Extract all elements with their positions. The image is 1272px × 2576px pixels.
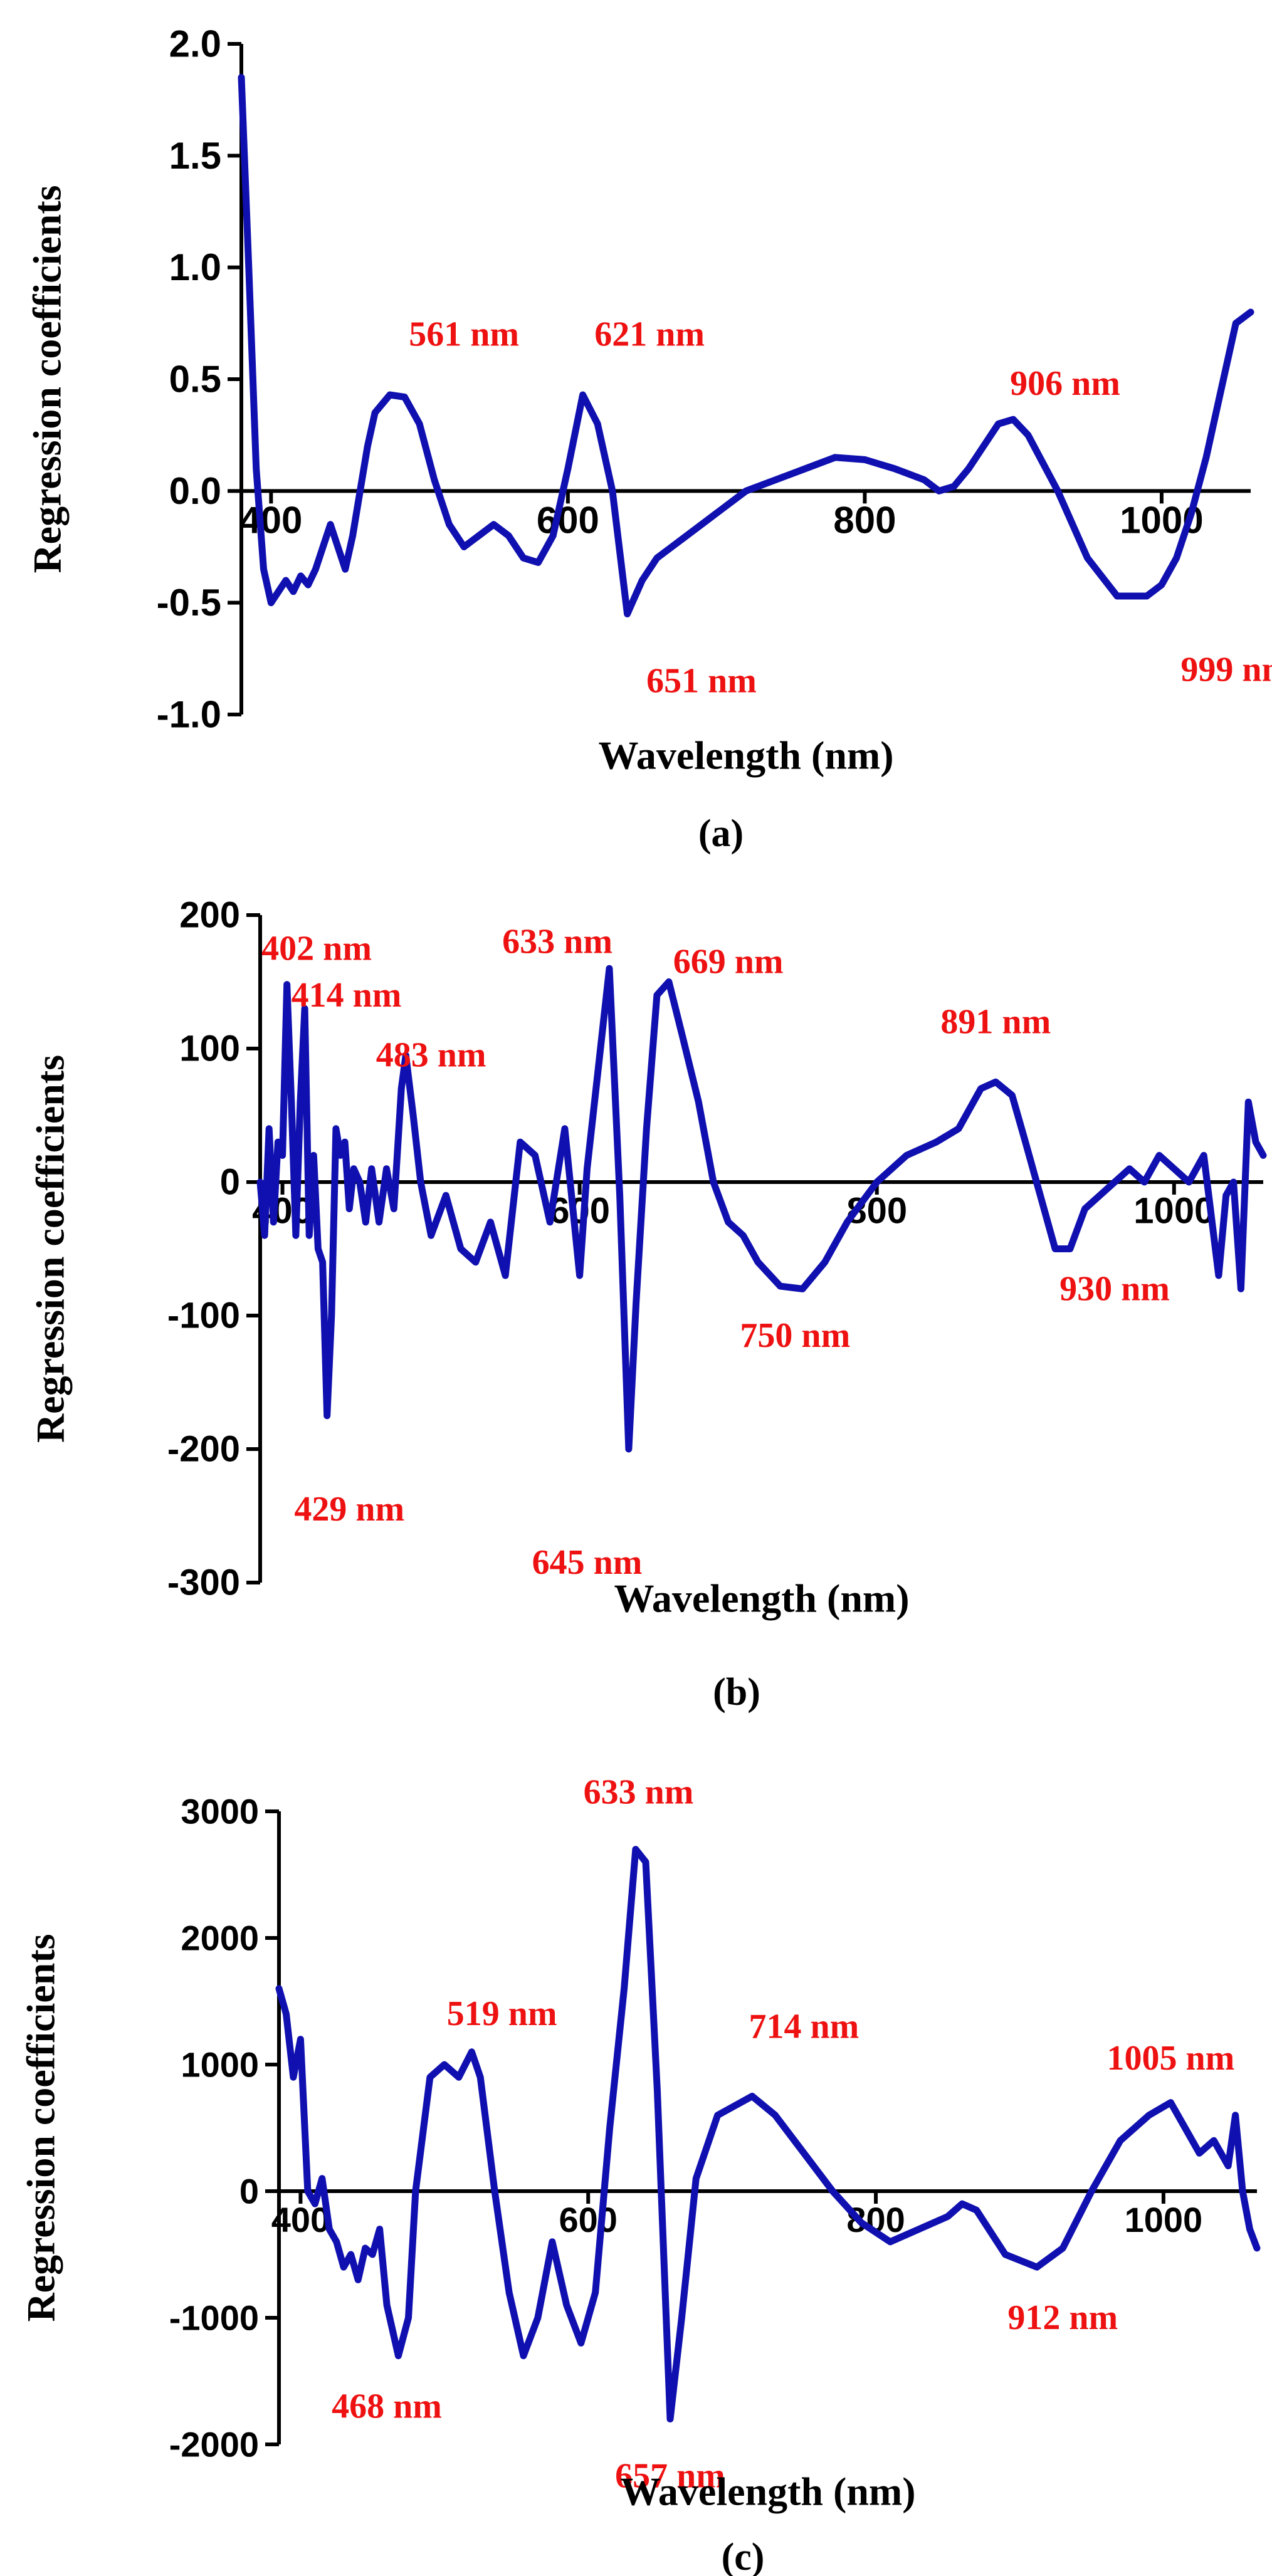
- panel-label: (a): [698, 812, 744, 855]
- peak-annotation: 561 nm: [409, 315, 519, 354]
- x-tick-label: 1000: [1125, 2200, 1203, 2239]
- y-tick-label: 0.5: [169, 359, 221, 401]
- series-line: [238, 74, 1254, 617]
- x-tick-label: 600: [549, 1191, 610, 1232]
- peak-annotation: 999 nm: [1180, 651, 1272, 689]
- y-tick-label: -100: [167, 1296, 240, 1336]
- y-tick-label: 100: [179, 1029, 240, 1069]
- y-tick-label: 0: [220, 1162, 240, 1203]
- peak-annotation: 669 nm: [673, 943, 784, 982]
- peak-annotation: 714 nm: [749, 2007, 859, 2046]
- y-tick-label: -0.5: [157, 582, 221, 624]
- peak-annotation: 657 nm: [615, 2457, 725, 2496]
- y-tick-label: 1000: [181, 2045, 259, 2085]
- x-tick-label: 600: [537, 500, 599, 542]
- y-tick-label: 200: [179, 895, 240, 936]
- peak-annotation: 519 nm: [447, 1994, 557, 2033]
- y-tick-label: 2.0: [169, 23, 221, 65]
- y-tick-label: -2000: [169, 2425, 259, 2464]
- y-tick-label: -1.0: [157, 694, 221, 736]
- peak-annotation: 429 nm: [294, 1490, 404, 1529]
- peak-annotation: 645 nm: [532, 1543, 643, 1582]
- y-axis-title: Regression coefficients: [19, 1934, 63, 2322]
- panel-label: (b): [713, 1671, 760, 1714]
- y-axis-title: Regression coefficients: [28, 1055, 73, 1443]
- peak-annotation: 468 nm: [332, 2387, 442, 2426]
- peak-annotation: 1005 nm: [1106, 2039, 1234, 2078]
- peak-annotation: 651 nm: [646, 662, 757, 701]
- x-tick-label: 1000: [1133, 1191, 1214, 1232]
- peak-annotation: 483 nm: [376, 1036, 486, 1075]
- x-axis-title: Wavelength (nm): [614, 1576, 909, 1621]
- y-tick-label: -300: [167, 1563, 240, 1603]
- y-tick-label: -1000: [169, 2298, 259, 2338]
- panel-label: (c): [722, 2536, 765, 2576]
- peak-annotation: 402 nm: [261, 929, 372, 968]
- y-axis-title: Regression coefficients: [25, 185, 70, 573]
- x-axis-title: Wavelength (nm): [598, 733, 893, 778]
- x-tick-label: 800: [833, 500, 896, 542]
- peak-annotation: 750 nm: [740, 1316, 850, 1355]
- y-tick-label: 0.0: [169, 470, 221, 512]
- peak-annotation: 906 nm: [1010, 364, 1120, 403]
- y-tick-label: -200: [167, 1429, 240, 1470]
- peak-annotation: 633 nm: [502, 923, 612, 961]
- series-line: [256, 965, 1267, 1453]
- series-line: [275, 1846, 1261, 2423]
- x-tick-label: 400: [239, 500, 302, 542]
- x-tick-label: 600: [559, 2200, 618, 2239]
- peak-annotation: 891 nm: [940, 1002, 1051, 1041]
- peak-annotation: 912 nm: [1007, 2298, 1118, 2337]
- peak-annotation: 930 nm: [1059, 1269, 1170, 1308]
- peak-annotation: 414 nm: [292, 976, 402, 1015]
- y-tick-label: 1.5: [169, 135, 221, 177]
- y-tick-label: 0: [239, 2172, 259, 2211]
- x-axis-title: Wavelength (nm): [620, 2469, 915, 2514]
- peak-annotation: 621 nm: [594, 315, 705, 354]
- peak-annotation: 633 nm: [584, 1773, 694, 1812]
- y-tick-label: 3000: [181, 1792, 259, 1831]
- y-tick-label: 2000: [181, 1919, 259, 1958]
- x-tick-label: 400: [271, 2200, 330, 2239]
- y-tick-label: 1.0: [169, 246, 221, 288]
